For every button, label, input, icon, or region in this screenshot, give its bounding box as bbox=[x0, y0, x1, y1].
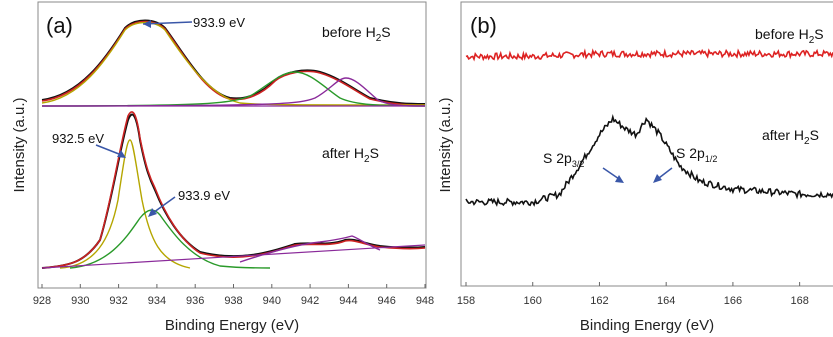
panel-b-tick-label: 160 bbox=[524, 295, 542, 307]
panel-b-after-label: after H2S bbox=[762, 127, 819, 147]
peak-label-s2p12: S 2p1/2 bbox=[676, 145, 717, 164]
before-main-peak-olive bbox=[41, 21, 426, 106]
peak-label-933-9-after: 933.9 eV bbox=[178, 188, 230, 203]
peak-label-s2p32: S 2p3/2 bbox=[543, 150, 584, 169]
panel-a-tick-label: 940 bbox=[263, 295, 281, 307]
after-envelope-red bbox=[41, 111, 426, 269]
panel-b-before-spectrum bbox=[465, 48, 833, 62]
panel-a-xlabel: Binding Energy (eV) bbox=[165, 317, 299, 334]
panel-a-x-ticks: 928 930 932 934 936 938 940 942 944 946 948 bbox=[33, 284, 434, 307]
panel-b-xlabel: Binding Energy (eV) bbox=[580, 317, 714, 334]
panel-a-tick-label: 942 bbox=[301, 295, 319, 307]
panel-a-tick-label: 946 bbox=[378, 295, 396, 307]
panel-b-tick-label: 158 bbox=[457, 295, 475, 307]
panel-b: (b) before H2S after H2S S 2p3/2 S 2p1/2… bbox=[437, 1, 833, 334]
panel-b-tick-label: 162 bbox=[590, 295, 608, 307]
panel-a-tick-label: 948 bbox=[416, 295, 434, 307]
panel-a-label: (a) bbox=[46, 13, 73, 38]
panel-a-tick-label: 936 bbox=[186, 295, 204, 307]
panel-a-tick-label: 938 bbox=[224, 295, 242, 307]
panel-b-ylabel: Intensity (a.u.) bbox=[437, 97, 454, 192]
panel-a-tick-label: 932 bbox=[109, 295, 127, 307]
panel-b-tick-label: 164 bbox=[657, 295, 675, 307]
panel-a-ylabel: Intensity (a.u.) bbox=[11, 97, 28, 192]
arrowhead-932-5 bbox=[117, 150, 126, 158]
panel-b-label: (b) bbox=[470, 13, 497, 38]
panel-b-after-spectrum bbox=[465, 114, 833, 207]
panel-b-tick-label: 168 bbox=[790, 295, 808, 307]
panel-b-series bbox=[465, 48, 833, 207]
peak-label-933-9-before: 933.9 eV bbox=[193, 15, 245, 30]
arrow-933-9-before bbox=[142, 21, 193, 25]
panel-a-before-curves bbox=[41, 19, 426, 107]
arrowhead-933-9-after bbox=[148, 208, 157, 217]
peak-label-932-5: 932.5 eV bbox=[52, 131, 104, 146]
panel-a-tick-label: 930 bbox=[71, 295, 89, 307]
panel-a: (a) before H2S after H2S 933.9 eV 932.5 bbox=[11, 1, 434, 334]
panel-a-after-label: after H2S bbox=[322, 145, 379, 165]
panel-a-tick-label: 944 bbox=[339, 295, 357, 307]
after-peak-green bbox=[69, 209, 271, 269]
panel-b-before-label: before H2S bbox=[755, 26, 824, 46]
after-sat-purple bbox=[239, 235, 381, 263]
panel-a-tick-label: 928 bbox=[33, 295, 51, 307]
arrowhead-s2p32 bbox=[615, 175, 624, 183]
panel-a-frame bbox=[37, 1, 427, 289]
panel-b-x-ticks: 158 160 162 164 166 168 bbox=[457, 282, 809, 307]
arrowhead-933-9-before bbox=[143, 20, 151, 28]
before-sat-purple bbox=[41, 77, 426, 107]
panel-b-tick-label: 166 bbox=[724, 295, 742, 307]
panel-a-after-curves bbox=[41, 111, 426, 269]
panel-b-frame bbox=[460, 1, 833, 287]
panel-a-before-label: before H2S bbox=[322, 24, 391, 44]
after-peak-olive bbox=[59, 139, 191, 269]
before-sat-green bbox=[41, 71, 426, 107]
panel-a-tick-label: 934 bbox=[148, 295, 166, 307]
after-baseline bbox=[41, 244, 426, 269]
arrowhead-s2p12 bbox=[653, 174, 662, 183]
